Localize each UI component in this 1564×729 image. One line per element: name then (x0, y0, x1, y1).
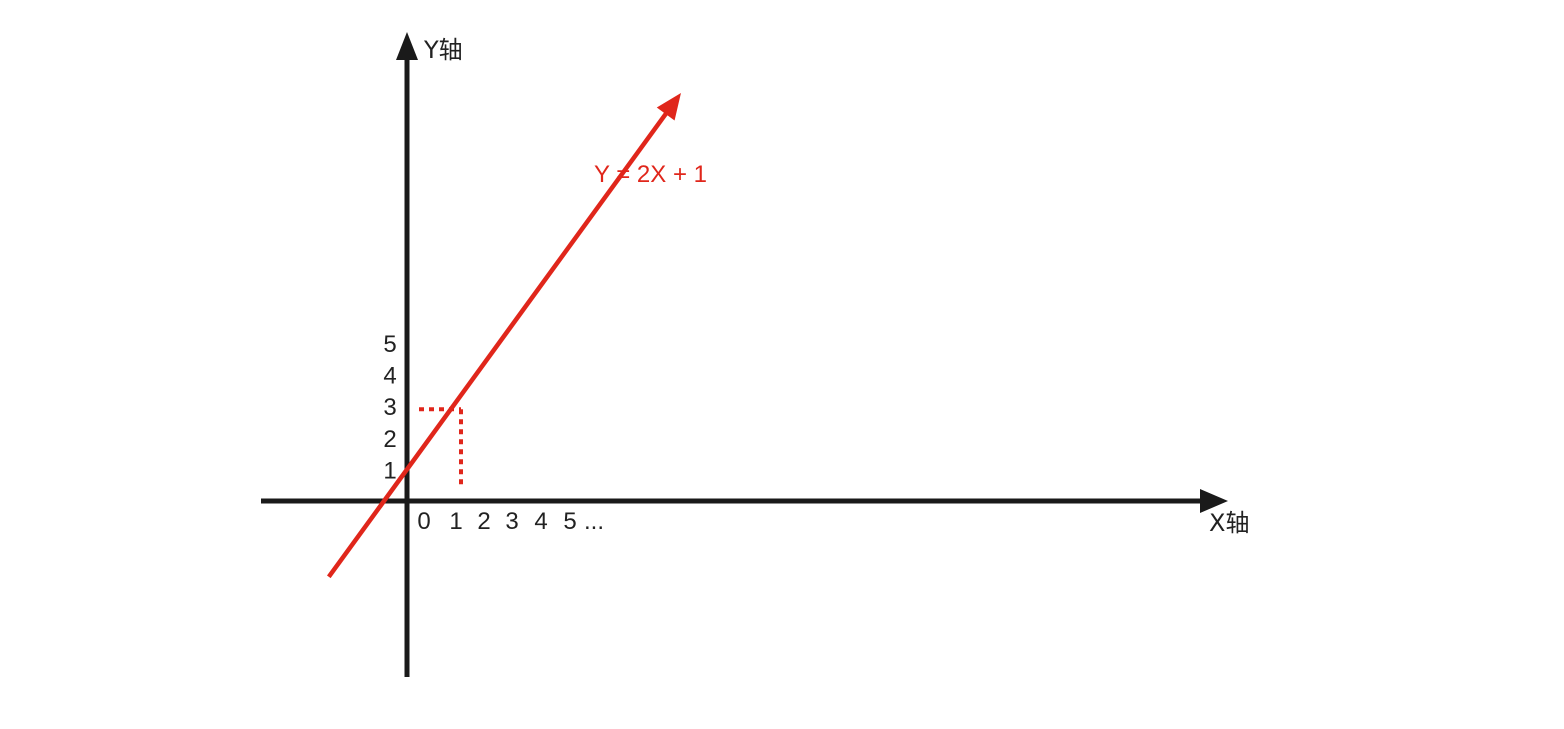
x-tick-label: 0 (417, 508, 430, 535)
y-tick-label: 5 (383, 331, 396, 358)
y-tick-labels: 1 2 3 4 5 (383, 331, 396, 484)
y-tick-label: 3 (383, 394, 396, 421)
series-line (326, 107, 672, 579)
x-tick-label: 4 (534, 508, 547, 535)
x-tick-label: ... (584, 508, 604, 535)
x-tick-label: 1 (449, 508, 462, 535)
x-tick-label: 2 (477, 508, 490, 535)
x-tick-label: 3 (505, 508, 518, 535)
y-tick-label: 4 (383, 363, 396, 390)
y-axis-arrowhead (396, 32, 418, 60)
y-axis-title: Y轴 (423, 36, 463, 64)
series-equation-label: Y = 2X + 1 (594, 161, 707, 188)
y-tick-label: 2 (383, 426, 396, 453)
x-axis-title: X轴 (1209, 509, 1249, 537)
y-tick-label: 1 (383, 457, 396, 484)
x-tick-labels: 0 1 2 3 4 5... (417, 508, 604, 535)
series-arrowhead (656, 92, 681, 121)
x-axis-arrowhead (1200, 489, 1228, 513)
x-tick-label: 5 (563, 508, 576, 535)
